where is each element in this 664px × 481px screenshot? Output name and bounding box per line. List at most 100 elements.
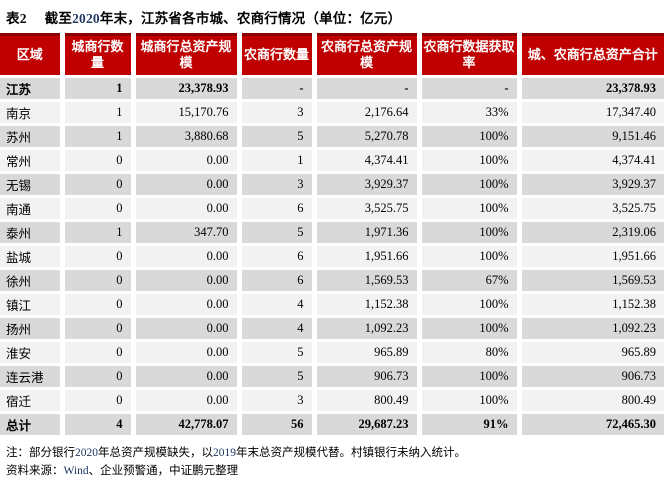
value-cell: 5	[239, 340, 317, 366]
value-cell: 1	[62, 100, 136, 126]
region-cell: 南京	[0, 100, 65, 126]
table-number: 表2	[6, 11, 27, 26]
table-row: 南通 0 0.00 6 3,525.75 100% 3,525.75	[0, 196, 664, 222]
region-cell: 总计	[0, 412, 65, 438]
col-header-city-bank-count: 城商行数量	[62, 33, 136, 78]
source-label: 资料来源：	[6, 465, 64, 478]
col-header-rural-bank-count: 农商行数量	[239, 33, 317, 78]
note-year-2019: 2019	[213, 446, 236, 459]
note-text: 年末总资产规模代替。村镇银行未纳入统计。	[236, 446, 466, 459]
region-cell: 常州	[0, 148, 65, 174]
value-cell: 0	[62, 292, 136, 318]
value-cell: 1,152.38	[519, 292, 664, 318]
value-cell: -	[239, 76, 317, 102]
value-cell: 56	[239, 412, 317, 438]
value-cell: 0.00	[133, 148, 242, 174]
value-cell: 3	[239, 172, 317, 198]
region-cell: 镇江	[0, 292, 65, 318]
col-header-combined-assets: 城、农商行总资产合计	[519, 33, 664, 78]
region-cell: 徐州	[0, 268, 65, 294]
source-line: 资料来源：Wind、企业预警通，中证鹏元整理	[6, 462, 658, 480]
table-row: 总计 4 42,778.07 56 29,687.23 91% 72,465.30	[0, 412, 664, 438]
value-cell: 100%	[419, 124, 522, 150]
value-cell: 965.89	[314, 340, 422, 366]
table-row: 泰州 1 347.70 5 1,971.36 100% 2,319.06	[0, 220, 664, 246]
value-cell: 33%	[419, 100, 522, 126]
note-line: 注：部分银行2020年总资产规模缺失，以2019年末总资产规模代替。村镇银行未纳…	[6, 444, 658, 462]
value-cell: 0	[62, 316, 136, 342]
footnotes: 注：部分银行2020年总资产规模缺失，以2019年末总资产规模代替。村镇银行未纳…	[0, 438, 664, 481]
value-cell: 5	[239, 364, 317, 390]
value-cell: 0.00	[133, 244, 242, 270]
col-header-rural-data-rate: 农商行数据获取率	[419, 33, 522, 78]
value-cell: 29,687.23	[314, 412, 422, 438]
col-header-rural-bank-assets: 农商行总资产规模	[314, 33, 422, 78]
value-cell: 1,092.23	[519, 316, 664, 342]
value-cell: 91%	[419, 412, 522, 438]
value-cell: 0	[62, 244, 136, 270]
value-cell: 100%	[419, 196, 522, 222]
value-cell: 1,971.36	[314, 220, 422, 246]
value-cell: 0	[62, 364, 136, 390]
value-cell: 42,778.07	[133, 412, 242, 438]
value-cell: 1,951.66	[519, 244, 664, 270]
value-cell: 0	[62, 196, 136, 222]
value-cell: 1,951.66	[314, 244, 422, 270]
col-header-city-bank-assets: 城商行总资产规模	[133, 33, 242, 78]
value-cell: 67%	[419, 268, 522, 294]
table-row: 江苏 1 23,378.93- - -23,378.93	[0, 76, 664, 102]
value-cell: 3,929.37	[519, 172, 664, 198]
value-cell: 15,170.76	[133, 100, 242, 126]
value-cell: 23,378.93	[519, 76, 664, 102]
value-cell: 0.00	[133, 388, 242, 414]
table-body: 江苏 1 23,378.93- - -23,378.93 南京 1 15,170.76 3 2,1…	[0, 76, 664, 438]
value-cell: 1	[62, 76, 136, 102]
col-header-region: 区域	[0, 33, 65, 78]
value-cell: 0	[62, 340, 136, 366]
value-cell: 3	[239, 100, 317, 126]
value-cell: 5	[239, 124, 317, 150]
region-cell: 苏州	[0, 124, 65, 150]
note-text: 注：部分银行	[6, 446, 75, 459]
table-row: 连云港 0 0.00 5 906.73 100% 906.73	[0, 364, 664, 390]
value-cell: 100%	[419, 244, 522, 270]
value-cell: 23,378.93	[133, 76, 242, 102]
title-text-pre: 截至	[44, 11, 73, 26]
value-cell: 0	[62, 268, 136, 294]
value-cell: 80%	[419, 340, 522, 366]
value-cell: 6	[239, 244, 317, 270]
value-cell: 2,176.64	[314, 100, 422, 126]
note-text: 年总资产规模缺失，以	[98, 446, 213, 459]
region-cell: 盐城	[0, 244, 65, 270]
bank-assets-table: 区域 城商行数量 城商行总资产规模 农商行数量 农商行总资产规模 农商行数据获取…	[0, 33, 664, 438]
region-cell: 淮安	[0, 340, 65, 366]
region-cell: 宿迁	[0, 388, 65, 414]
value-cell: 72,465.30	[519, 412, 664, 438]
value-cell: 3	[239, 388, 317, 414]
value-cell: 0	[62, 388, 136, 414]
value-cell: 0.00	[133, 292, 242, 318]
value-cell: 2,319.06	[519, 220, 664, 246]
table-row: 扬州 0 0.00 4 1,092.23 100% 1,092.23	[0, 316, 664, 342]
value-cell: 100%	[419, 388, 522, 414]
table-row: 常州 0 0.00 1 4,374.41 100% 4,374.41	[0, 148, 664, 174]
value-cell: 347.70	[133, 220, 242, 246]
region-cell: 南通	[0, 196, 65, 222]
table-title: 表2 截至2020年末，江苏省各市城、农商行情况（单位：亿元）	[0, 0, 664, 33]
source-text: 、企业预警通，中证鹏元整理	[88, 465, 239, 478]
value-cell: 100%	[419, 172, 522, 198]
value-cell: 906.73	[519, 364, 664, 390]
note-year-2020: 2020	[75, 446, 98, 459]
table-row: 镇江 0 0.00 4 1,152.38 100% 1,152.38	[0, 292, 664, 318]
value-cell: 4	[239, 292, 317, 318]
value-cell: 0	[62, 148, 136, 174]
table-row: 宿迁 0 0.00 3 800.49 100% 800.49	[0, 388, 664, 414]
value-cell: 4,374.41	[314, 148, 422, 174]
value-cell: 3,880.68	[133, 124, 242, 150]
value-cell: 0.00	[133, 316, 242, 342]
value-cell: 3,525.75	[519, 196, 664, 222]
value-cell: 5,270.78	[314, 124, 422, 150]
region-cell: 扬州	[0, 316, 65, 342]
table-row: 南京 1 15,170.76 3 2,176.64 33% 17,347.40	[0, 100, 664, 126]
value-cell: 1,152.38	[314, 292, 422, 318]
